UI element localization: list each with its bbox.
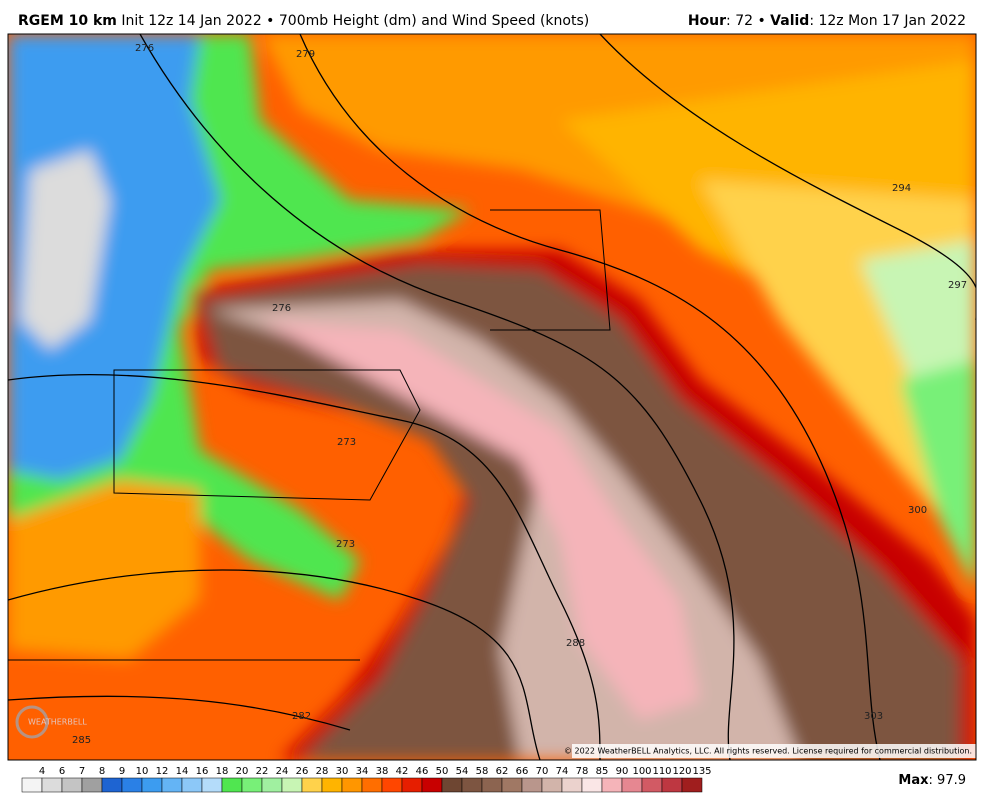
- contour-label: 297: [948, 280, 967, 291]
- colorbar-label: 54: [456, 766, 469, 777]
- colorbar-label: 85: [596, 766, 609, 777]
- colorbar-cell: [281, 777, 303, 793]
- valid-label: Valid: [770, 13, 809, 29]
- colorbar-cell: [401, 777, 423, 793]
- colorbar-cell: [661, 777, 683, 793]
- colorbar-label: 22: [256, 766, 269, 777]
- colorbar-label: 135: [692, 766, 711, 777]
- colorbar-label: 50: [436, 766, 449, 777]
- colorbar-cell: [361, 777, 383, 793]
- hour-label: Hour: [688, 13, 726, 29]
- colorbar-label: 90: [616, 766, 629, 777]
- colorbar-cell: [101, 777, 123, 793]
- colorbar-label: 6: [59, 766, 65, 777]
- map: 276 279 276 273 273 282 285 288 294 297 …: [8, 34, 976, 760]
- colorbar-label: 100: [632, 766, 651, 777]
- colorbar-label: 26: [296, 766, 309, 777]
- colorbar-label: 14: [176, 766, 189, 777]
- contour-label: 273: [336, 539, 355, 550]
- colorbar-label: 12: [156, 766, 169, 777]
- colorbar-label: 28: [316, 766, 329, 777]
- colorbar-cell: [321, 777, 343, 793]
- colorbar-label: 30: [336, 766, 349, 777]
- header-left: RGEM 10 km Init 12z 14 Jan 2022 • 700mb …: [18, 13, 589, 29]
- colorbar-cell: [261, 777, 283, 793]
- boundaries: [8, 209, 611, 661]
- colorbar-label: 8: [99, 766, 105, 777]
- colorbar-cell: [481, 777, 503, 793]
- colorbar-cell: [381, 777, 403, 793]
- colorbar-cell: [621, 777, 643, 793]
- colorbar: 4 6 7 8 9 10 12 14 16 18 20 22 24 26 28 30 34 38 42 46 50 54 5…: [21, 766, 712, 793]
- colorbar-cell: [41, 777, 63, 793]
- colorbar-label: 62: [496, 766, 509, 777]
- colorbar-label: 66: [516, 766, 529, 777]
- colorbar-cell: [641, 777, 663, 793]
- logo: WEATHERBELL: [28, 718, 87, 727]
- colorbar-cell: [161, 777, 183, 793]
- colorbar-label: 24: [276, 766, 289, 777]
- colorbar-label: 78: [576, 766, 589, 777]
- max-value: Max: 97.9: [898, 773, 966, 788]
- colorbar-label: 7: [79, 766, 85, 777]
- colorbar-cell: [681, 777, 703, 793]
- colorbar-label: 18: [216, 766, 229, 777]
- colorbar-label: 74: [556, 766, 569, 777]
- colorbar-cell: [121, 777, 143, 793]
- colorbar-cell: [141, 777, 163, 793]
- colorbar-label: 58: [476, 766, 489, 777]
- colorbar-cell: [241, 777, 263, 793]
- colorbar-cell: [581, 777, 603, 793]
- description: Init 12z 14 Jan 2022 • 700mb Height (dm)…: [121, 13, 589, 29]
- contour-label: 300: [908, 505, 927, 516]
- colorbar-cell: [61, 777, 83, 793]
- colorbar-label: 38: [376, 766, 389, 777]
- height-contours: [8, 34, 976, 760]
- contour-label: 273: [337, 437, 356, 448]
- colorbar-label: 70: [536, 766, 549, 777]
- colorbar-cell: [341, 777, 363, 793]
- contour-label: 282: [292, 711, 311, 722]
- colorbar-label: 120: [672, 766, 691, 777]
- contour-label: 294: [892, 183, 911, 194]
- colorbar-label: 34: [356, 766, 369, 777]
- contour-label: 276: [272, 303, 291, 314]
- colorbar-label: 20: [236, 766, 249, 777]
- hour-value: : 72 •: [726, 13, 770, 29]
- colorbar-label: 4: [39, 766, 45, 777]
- copyright: © 2022 WeatherBELL Analytics, LLC. All r…: [564, 747, 972, 756]
- colorbar-cell: [561, 777, 583, 793]
- colorbar-label: 16: [196, 766, 209, 777]
- contour-label: 303: [864, 711, 883, 722]
- colorbar-cell: [461, 777, 483, 793]
- valid-value: : 12z Mon 17 Jan 2022: [809, 13, 966, 29]
- colorbar-label: 10: [136, 766, 149, 777]
- colorbar-cell: [521, 777, 543, 793]
- colorbar-cell: [181, 777, 203, 793]
- colorbar-label: 42: [396, 766, 409, 777]
- map-frame: [7, 33, 977, 761]
- colorbar-cell: [501, 777, 523, 793]
- max-number: : 97.9: [929, 773, 966, 788]
- colorbar-cell: [221, 777, 243, 793]
- contour-label: 285: [72, 735, 91, 746]
- colorbar-cell: [301, 777, 323, 793]
- colorbar-cell: [201, 777, 223, 793]
- colorbar-cell: [541, 777, 563, 793]
- contour-label: 288: [566, 638, 585, 649]
- header-right: Hour: 72 • Valid: 12z Mon 17 Jan 2022: [688, 13, 966, 29]
- contour-label: 279: [296, 49, 315, 60]
- colorbar-cell: [601, 777, 623, 793]
- colorbar-label: 110: [652, 766, 671, 777]
- model-name: RGEM 10 km: [18, 13, 117, 29]
- max-label: Max: [898, 773, 929, 788]
- colorbar-cell: [21, 777, 43, 793]
- colorbar-label: 46: [416, 766, 429, 777]
- colorbar-cell: [421, 777, 443, 793]
- colorbar-cell: [441, 777, 463, 793]
- contour-label: 276: [135, 43, 154, 54]
- colorbar-label: 9: [119, 766, 125, 777]
- colorbar-cell: [81, 777, 103, 793]
